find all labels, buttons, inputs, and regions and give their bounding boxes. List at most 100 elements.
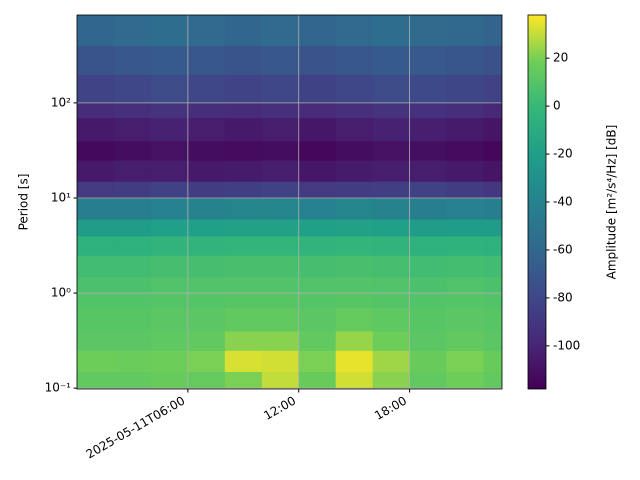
cell: [483, 255, 502, 277]
cell: [372, 15, 411, 47]
cell: [113, 276, 152, 294]
cell: [77, 117, 115, 142]
cell: [224, 15, 263, 47]
cell: [224, 307, 263, 332]
cell: [187, 350, 226, 372]
cell: [113, 197, 152, 220]
cell: [224, 197, 263, 220]
cell: [335, 160, 374, 182]
cell: [298, 117, 337, 142]
cell: [261, 102, 300, 119]
cell: [335, 307, 374, 332]
y-tick-label: 10⁰: [51, 286, 71, 300]
cell: [224, 330, 263, 351]
cell: [483, 45, 502, 75]
cell: [187, 45, 226, 75]
cell: [298, 350, 337, 372]
cell: [150, 307, 189, 332]
cell: [187, 15, 226, 47]
cell: [446, 102, 485, 119]
cell: [409, 255, 448, 277]
cell: [298, 15, 337, 47]
cell: [372, 45, 411, 75]
cell: [261, 117, 300, 142]
x-tick-label: 2025-05-11T06:00: [84, 393, 188, 461]
cell: [446, 219, 485, 237]
cell: [372, 117, 411, 142]
cell: [298, 181, 337, 199]
cell: [446, 235, 485, 256]
cell: [261, 74, 300, 104]
cell: [113, 160, 152, 182]
cell: [446, 293, 485, 309]
cell: [150, 45, 189, 75]
cell: [483, 160, 502, 182]
cell: [261, 197, 300, 220]
plot-frame: [76, 14, 503, 390]
y-tick-label: 10¹: [51, 190, 71, 204]
cell: [298, 371, 337, 389]
cell: [483, 235, 502, 256]
cell: [187, 102, 226, 119]
cell: [446, 276, 485, 294]
cell: [483, 330, 502, 351]
cell: [261, 276, 300, 294]
cell: [224, 140, 263, 161]
cell: [483, 74, 502, 104]
cell: [77, 293, 115, 309]
cell: [77, 276, 115, 294]
cell: [483, 350, 502, 372]
cell: [409, 45, 448, 75]
cell: [261, 45, 300, 75]
cell: [335, 45, 374, 75]
cell: [335, 102, 374, 119]
colorbar: [527, 14, 547, 390]
cell: [113, 117, 152, 142]
cell: [224, 371, 263, 389]
cell: [113, 330, 152, 351]
cell: [150, 102, 189, 119]
cell: [77, 371, 115, 389]
cell: [483, 276, 502, 294]
cell: [335, 371, 374, 389]
colorbar-tick-label: -100: [553, 338, 580, 352]
cell: [224, 102, 263, 119]
cell: [261, 181, 300, 199]
cell: [150, 181, 189, 199]
cell: [335, 276, 374, 294]
cell: [224, 45, 263, 75]
cell: [298, 219, 337, 237]
y-tick-label: 10²: [51, 95, 71, 109]
cell: [298, 197, 337, 220]
cell: [483, 371, 502, 389]
cell: [335, 350, 374, 372]
cell: [77, 307, 115, 332]
cell: [372, 219, 411, 237]
cell: [409, 74, 448, 104]
cell: [335, 197, 374, 220]
cell: [261, 140, 300, 161]
cell: [224, 219, 263, 237]
cell: [261, 293, 300, 309]
cell: [113, 307, 152, 332]
cell: [409, 117, 448, 142]
cell: [224, 255, 263, 277]
cell: [150, 160, 189, 182]
cell: [409, 276, 448, 294]
cell: [483, 140, 502, 161]
cell: [77, 15, 115, 47]
cell: [261, 255, 300, 277]
y-axis-label: Period [s]: [17, 174, 31, 231]
cell: [298, 102, 337, 119]
cell: [446, 74, 485, 104]
cell: [372, 330, 411, 351]
cell: [483, 197, 502, 220]
cell: [298, 293, 337, 309]
colorbar-tick-label: 20: [553, 51, 568, 65]
cell: [409, 197, 448, 220]
cell: [446, 117, 485, 142]
cell: [409, 330, 448, 351]
cell: [224, 235, 263, 256]
